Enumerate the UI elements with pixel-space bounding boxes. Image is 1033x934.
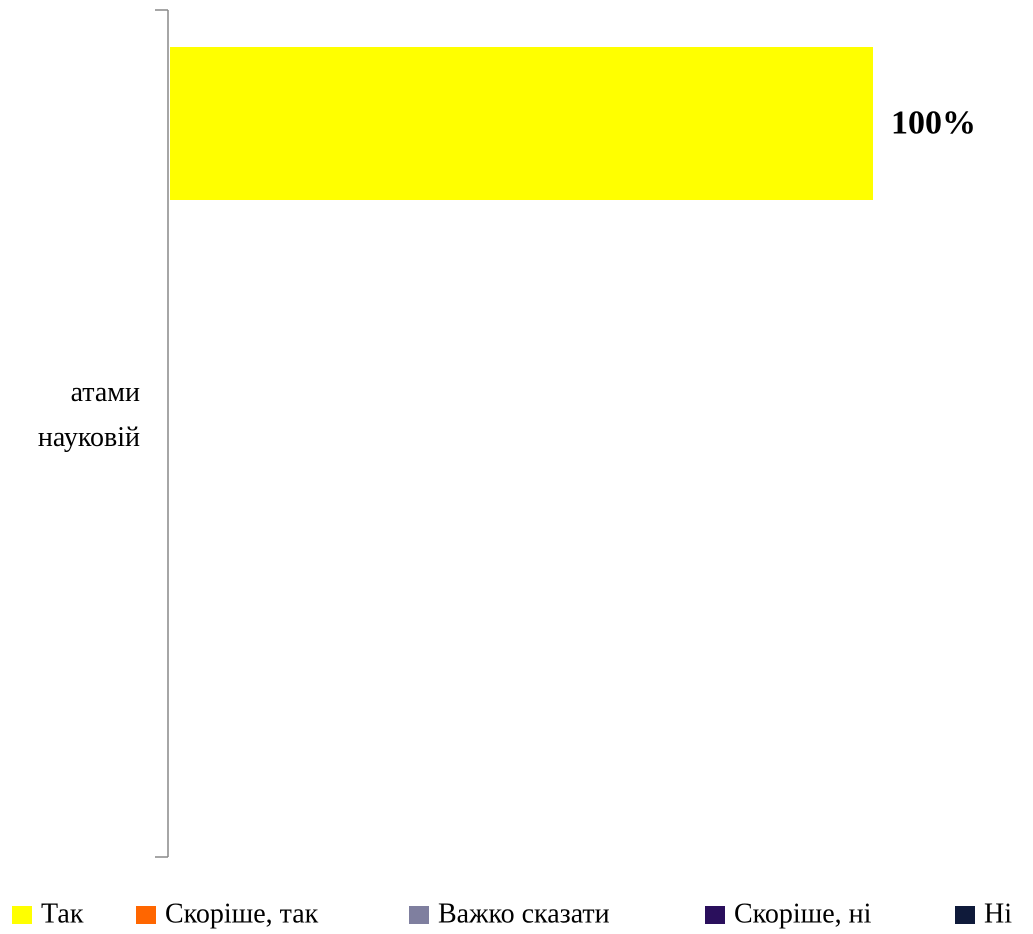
legend-swatch bbox=[705, 906, 725, 924]
legend-swatch bbox=[409, 906, 429, 924]
legend-label: Важко сказати bbox=[438, 898, 610, 929]
legend-label: Ні bbox=[984, 898, 1012, 929]
data-label: 100% bbox=[891, 104, 976, 141]
legend-swatch bbox=[136, 906, 156, 924]
legend-label: Так bbox=[41, 898, 84, 929]
bar bbox=[170, 47, 873, 200]
legend-label: Скоріше, ні bbox=[734, 898, 872, 929]
legend-swatch bbox=[955, 906, 975, 924]
category-label: атами науковій bbox=[37, 377, 140, 453]
legend-label: Скоріше, так bbox=[165, 898, 319, 929]
legend-swatch bbox=[12, 906, 32, 924]
